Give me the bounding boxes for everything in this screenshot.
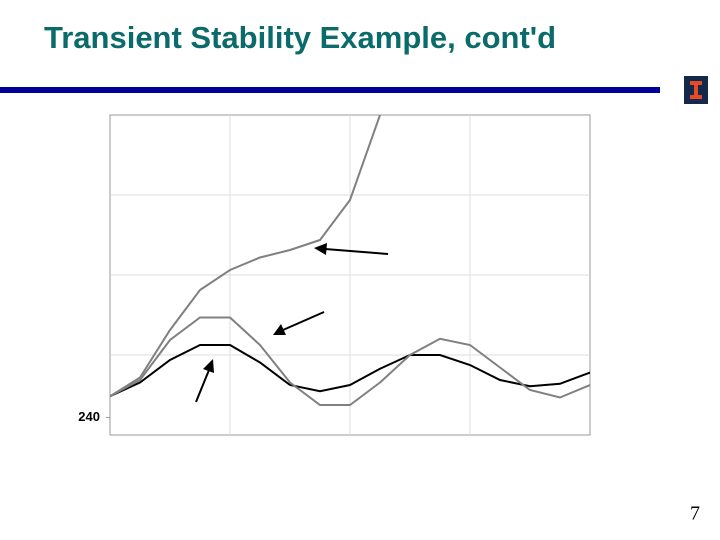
arrow <box>195 369 210 403</box>
arrow <box>282 311 325 331</box>
page-number: 7 <box>690 503 700 525</box>
arrows <box>195 243 389 403</box>
series-line <box>110 115 381 398</box>
y-tick-label: 240 <box>78 409 100 424</box>
slide-title: Transient Stability Example, cont'd <box>44 20 556 55</box>
arrow <box>324 248 389 255</box>
arrowhead <box>314 243 327 255</box>
series-line <box>110 344 590 398</box>
plot: 240 <box>78 114 591 436</box>
arrowhead <box>203 359 214 373</box>
logo-letter <box>690 81 702 99</box>
arrowhead <box>273 324 286 335</box>
title-rule <box>0 87 660 93</box>
logo <box>684 76 708 104</box>
series-line <box>110 316 590 406</box>
